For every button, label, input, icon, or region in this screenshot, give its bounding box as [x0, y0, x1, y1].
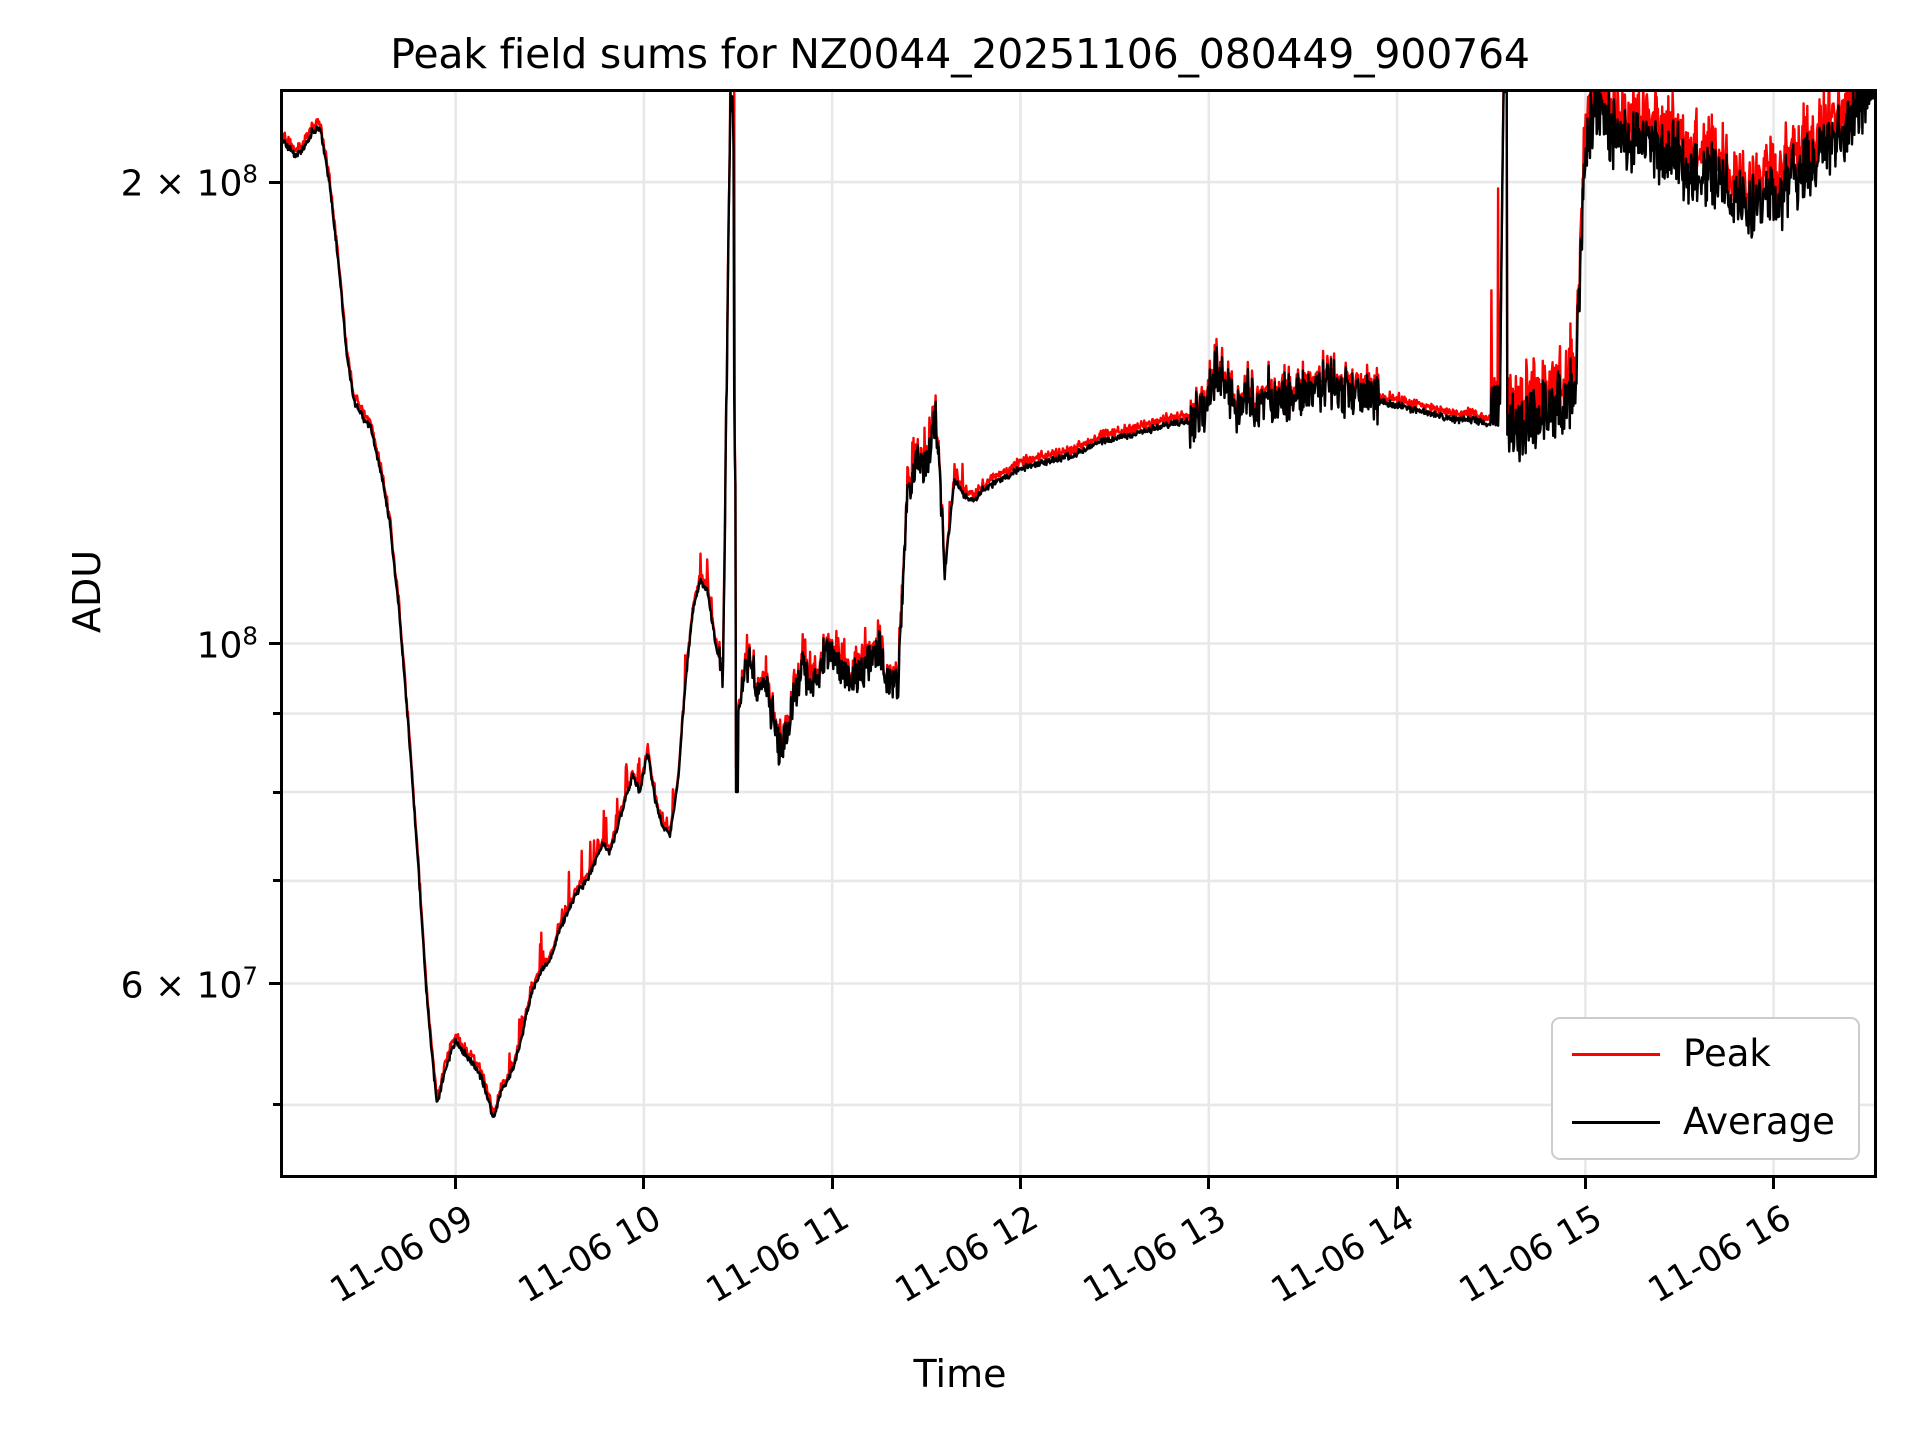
y-tick-mark [269, 180, 280, 184]
y-tick-mark [269, 642, 280, 645]
legend[interactable]: Peak Average [1551, 1017, 1860, 1160]
legend-item-average[interactable]: Average [1553, 1095, 1858, 1149]
x-tick-mark [454, 1178, 458, 1189]
y-tick-label: 6 × 107 [120, 961, 258, 1006]
legend-label-peak: Peak [1683, 1032, 1771, 1075]
y-minor-tick-mark [273, 1103, 280, 1107]
x-tick-mark [1395, 1178, 1399, 1189]
y-tick-label: 108 [196, 621, 258, 666]
x-tick-mark [1207, 1178, 1211, 1189]
x-tick-mark [1772, 1178, 1776, 1189]
x-tick-mark [1583, 1178, 1587, 1189]
chart-title: Peak field sums for NZ0044_20251106_0804… [390, 30, 1530, 78]
y-minor-tick-mark [273, 712, 280, 716]
y-axis-label: ADU [65, 549, 109, 633]
y-tick-mark [269, 982, 280, 985]
gridlines [283, 92, 1874, 1175]
x-tick-mark [642, 1178, 646, 1189]
plot-area [280, 89, 1877, 1178]
legend-swatch-peak [1572, 1053, 1660, 1056]
y-minor-tick-mark [273, 879, 280, 883]
series-peak-line [283, 92, 1874, 1116]
x-tick-mark [1019, 1178, 1022, 1189]
y-tick-label: 2 × 108 [120, 159, 258, 205]
series-average-line [283, 92, 1874, 1118]
legend-item-peak[interactable]: Peak [1553, 1027, 1858, 1081]
y-minor-tick-mark [273, 790, 280, 794]
chart-canvas [283, 92, 1874, 1175]
x-axis-label: Time [913, 1352, 1007, 1396]
x-tick-mark [830, 1178, 834, 1189]
legend-swatch-average [1572, 1121, 1660, 1124]
legend-label-average: Average [1683, 1100, 1835, 1143]
